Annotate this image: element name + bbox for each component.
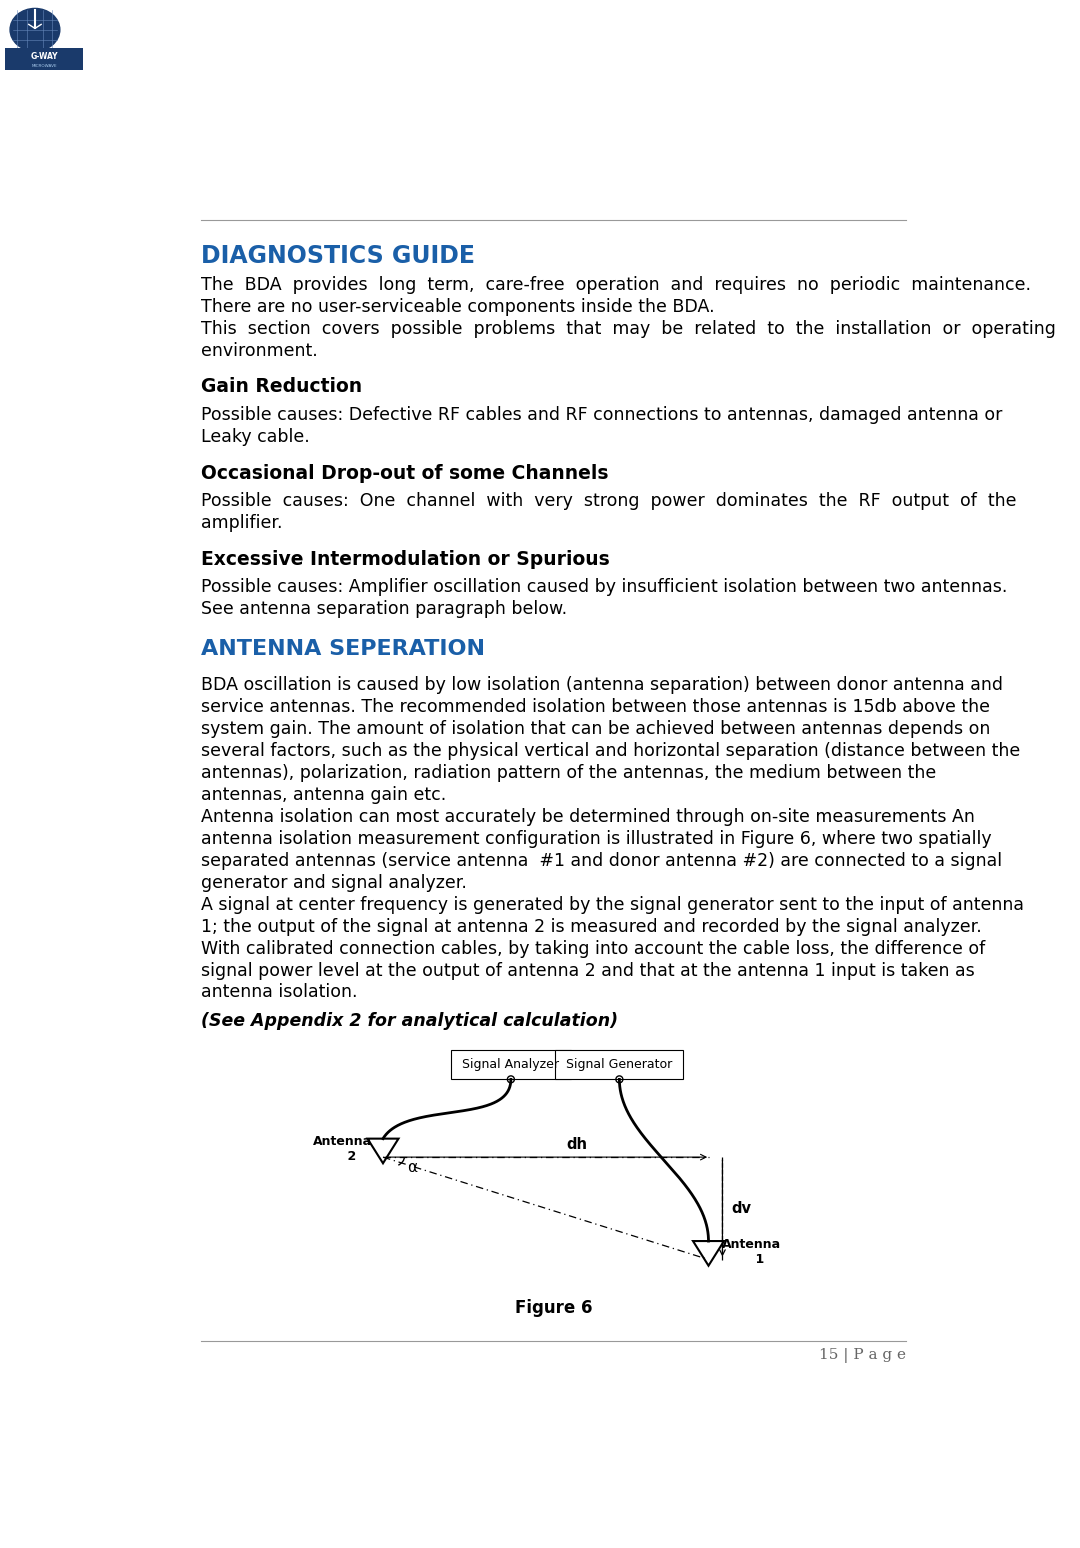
Bar — [450, 1050, 571, 1079]
Text: Excessive Intermodulation or Spurious: Excessive Intermodulation or Spurious — [201, 550, 609, 570]
Polygon shape — [693, 1241, 724, 1266]
Text: Signal Analyzer: Signal Analyzer — [462, 1059, 559, 1071]
Text: environment.: environment. — [201, 342, 318, 359]
Text: A signal at center frequency is generated by the signal generator sent to the in: A signal at center frequency is generate… — [201, 896, 1024, 913]
Text: antenna isolation.: antenna isolation. — [201, 983, 357, 1002]
Text: Antenna
    1: Antenna 1 — [721, 1238, 781, 1266]
Bar — [555, 1050, 684, 1079]
Text: Possible causes: Defective RF cables and RF connections to antennas, damaged ant: Possible causes: Defective RF cables and… — [201, 406, 1002, 424]
Text: There are no user-serviceable components inside the BDA.: There are no user-serviceable components… — [201, 297, 715, 316]
Text: service antennas. The recommended isolation between those antennas is 15db above: service antennas. The recommended isolat… — [201, 698, 990, 717]
Text: ANTENNA SEPERATION: ANTENNA SEPERATION — [201, 639, 485, 659]
Text: generator and signal analyzer.: generator and signal analyzer. — [201, 873, 467, 892]
Text: This  section  covers  possible  problems  that  may  be  related  to  the  inst: This section covers possible problems th… — [201, 320, 1056, 337]
Circle shape — [10, 8, 59, 51]
Text: amplifier.: amplifier. — [201, 514, 282, 533]
Text: separated antennas (service antenna  #1 and donor antenna #2) are connected to a: separated antennas (service antenna #1 a… — [201, 851, 1002, 870]
Text: dh: dh — [566, 1138, 588, 1153]
Text: Possible  causes:  One  channel  with  very  strong  power  dominates  the  RF  : Possible causes: One channel with very s… — [201, 492, 1016, 511]
Text: Signal Generator: Signal Generator — [566, 1059, 673, 1071]
Text: dv: dv — [732, 1201, 752, 1215]
Text: With calibrated connection cables, by taking into account the cable loss, the di: With calibrated connection cables, by ta… — [201, 940, 985, 958]
Text: (See Appendix 2 for analytical calculation): (See Appendix 2 for analytical calculati… — [201, 1011, 618, 1029]
Text: BDA oscillation is caused by low isolation (antenna separation) between donor an: BDA oscillation is caused by low isolati… — [201, 676, 1003, 694]
Text: signal power level at the output of antenna 2 and that at the antenna 1 input is: signal power level at the output of ante… — [201, 961, 974, 980]
Text: Possible causes: Amplifier oscillation caused by insufficient isolation between : Possible causes: Amplifier oscillation c… — [201, 579, 1008, 596]
Text: antenna isolation measurement configuration is illustrated in Figure 6, where tw: antenna isolation measurement configurat… — [201, 830, 991, 848]
Text: antennas), polarization, radiation pattern of the antennas, the medium between t: antennas), polarization, radiation patte… — [201, 765, 936, 782]
Text: 1; the output of the signal at antenna 2 is measured and recorded by the signal : 1; the output of the signal at antenna 2… — [201, 918, 982, 935]
Text: Gain Reduction: Gain Reduction — [201, 378, 362, 396]
Text: The  BDA  provides  long  term,  care-free  operation  and  requires  no  period: The BDA provides long term, care-free op… — [201, 276, 1031, 294]
Text: α: α — [407, 1159, 418, 1175]
Text: DIAGNOSTICS GUIDE: DIAGNOSTICS GUIDE — [201, 243, 475, 268]
Text: Leaky cable.: Leaky cable. — [201, 427, 310, 446]
Text: antennas, antenna gain etc.: antennas, antenna gain etc. — [201, 786, 446, 803]
Text: system gain. The amount of isolation that can be achieved between antennas depen: system gain. The amount of isolation tha… — [201, 720, 990, 738]
Text: 15 | P a g e: 15 | P a g e — [819, 1348, 906, 1364]
Text: several factors, such as the physical vertical and horizontal separation (distan: several factors, such as the physical ve… — [201, 741, 1021, 760]
Text: G-WAY: G-WAY — [30, 51, 58, 60]
Text: See antenna separation paragraph below.: See antenna separation paragraph below. — [201, 601, 567, 618]
Bar — [5, 48, 83, 70]
Text: Antenna isolation can most accurately be determined through on-site measurements: Antenna isolation can most accurately be… — [201, 808, 975, 827]
Text: Antenna
    2: Antenna 2 — [313, 1135, 373, 1164]
Text: Occasional Drop-out of some Channels: Occasional Drop-out of some Channels — [201, 464, 608, 483]
Text: MICROWAVE: MICROWAVE — [31, 63, 57, 68]
Polygon shape — [367, 1139, 399, 1163]
Text: Figure 6: Figure 6 — [515, 1299, 592, 1317]
